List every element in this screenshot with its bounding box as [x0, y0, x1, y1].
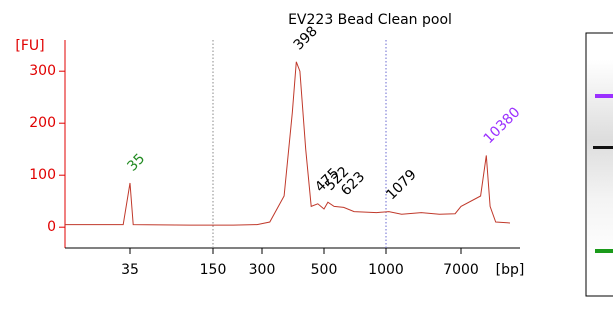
y-unit: [FU] [15, 38, 44, 54]
x-unit: [bp] [496, 262, 525, 278]
x-tick-label: 500 [311, 262, 338, 278]
gel-band [593, 146, 613, 149]
y-tick-label: 300 [29, 63, 56, 79]
chart: EV223 Bead Clean pool [FU] [bp] 0 100 200 3… [0, 0, 613, 305]
peak-label: 1079 [383, 167, 420, 204]
y-tick-label: 100 [29, 167, 56, 183]
gel-lane [587, 60, 613, 260]
y-tick-label: 0 [47, 219, 56, 235]
y-tick-label: 200 [29, 115, 56, 131]
x-tick-label: 150 [200, 262, 227, 278]
gel-band [595, 94, 613, 98]
trace [65, 62, 510, 225]
x-tick-label: 35 [121, 262, 139, 278]
peak-label: 35 [124, 151, 148, 175]
x-tick-label: 1000 [368, 262, 404, 278]
peak-label: 10380 [481, 104, 524, 147]
chart-title: EV223 Bead Clean pool [288, 12, 452, 28]
x-tick-label: 7000 [443, 262, 479, 278]
gel-band [595, 249, 613, 253]
x-tick-label: 300 [249, 262, 276, 278]
